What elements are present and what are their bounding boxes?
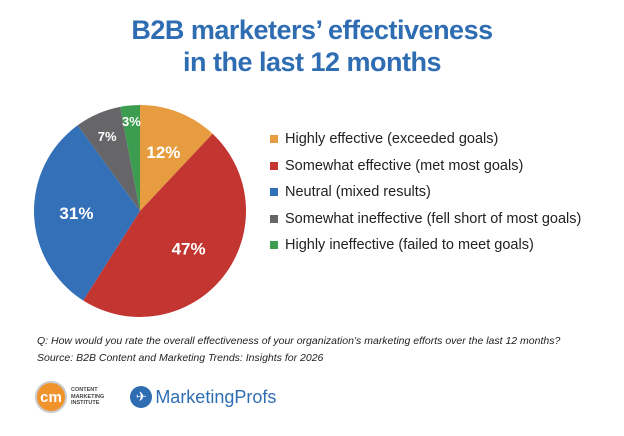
pie-slice	[140, 105, 213, 211]
title-line-2: in the last 12 months	[182, 47, 442, 77]
legend-item: Highly effective (exceeded goals)	[270, 126, 581, 153]
legend-label: Somewhat effective (met most goals)	[285, 157, 524, 174]
marketingprofs-globe-icon: ✈	[130, 386, 153, 408]
survey-question: Q: How would you rate the overall effect…	[37, 335, 561, 347]
slice-label: 3%	[122, 114, 141, 129]
legend-swatch	[270, 188, 278, 197]
pie-slice	[33, 125, 140, 301]
cmi-text-line: INSTITUTE	[71, 400, 100, 407]
cmi-logo-text: CONTENT MARKETING INSTITUTE	[71, 387, 104, 407]
legend-label: Highly effective (exceeded goals)	[285, 131, 499, 148]
logos: cm CONTENT MARKETING INSTITUTE ✈ Marketi…	[35, 381, 276, 413]
legend-swatch	[270, 241, 278, 250]
legend-item: Highly ineffective (failed to meet goals…	[270, 232, 581, 259]
slice-label: 31%	[59, 204, 93, 223]
cmi-text-line: MARKETING	[71, 393, 105, 400]
legend-item: Somewhat effective (met most goals)	[270, 153, 581, 180]
legend-swatch	[270, 161, 278, 170]
cmi-text-line: CONTENT	[71, 387, 98, 394]
legend-item: Neutral (mixed results)	[270, 179, 581, 206]
pie-slice	[77, 106, 140, 211]
chart-title: B2B marketers’ effectiveness in the last…	[0, 14, 624, 78]
footnote: Q: How would you rate the overall effect…	[37, 333, 560, 367]
pie-slice	[120, 105, 140, 211]
slice-label: 7%	[98, 129, 117, 144]
legend-item: Somewhat ineffective (fell short of most…	[270, 206, 581, 233]
title-line-1: B2B marketers’ effectiveness	[131, 15, 493, 45]
marketingprofs-logo: ✈ MarketingProfs	[130, 386, 276, 408]
slice-label: 47%	[172, 240, 206, 259]
cmi-logo-icon: cm	[35, 381, 67, 413]
legend-label: Somewhat ineffective (fell short of most…	[285, 210, 582, 227]
slice-label: 12%	[146, 143, 180, 162]
legend-label: Highly ineffective (failed to meet goals…	[285, 237, 534, 254]
legend-label: Neutral (mixed results)	[285, 184, 431, 201]
legend: Highly effective (exceeded goals) Somewh…	[270, 126, 581, 259]
pie-slice	[83, 133, 247, 317]
legend-swatch	[270, 135, 278, 144]
legend-swatch	[270, 214, 278, 223]
marketingprofs-logo-text: MarketingProfs	[155, 386, 277, 407]
source-note: Source: B2B Content and Marketing Trends…	[37, 352, 324, 364]
